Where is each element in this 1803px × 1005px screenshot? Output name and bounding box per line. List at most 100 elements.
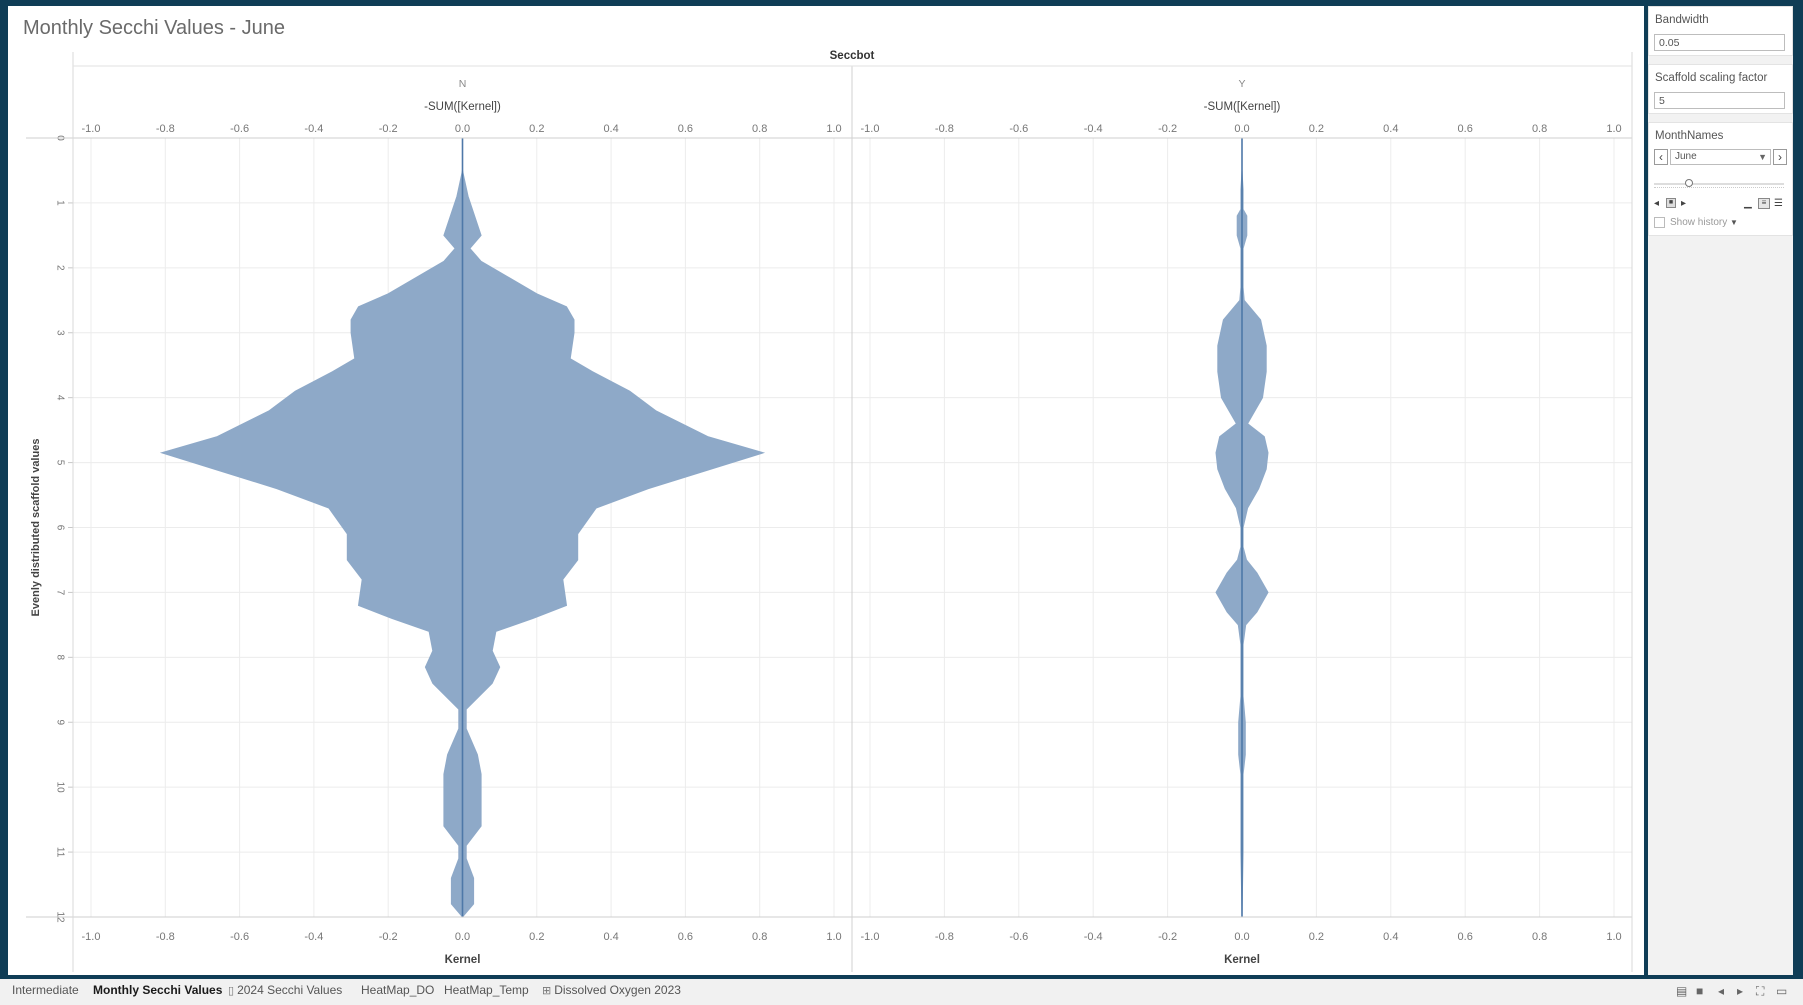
top-x-tick-label: 0.6 bbox=[678, 123, 693, 135]
y-tick-label: 1 bbox=[54, 200, 65, 206]
top-x-tick-label: 0.4 bbox=[603, 123, 618, 135]
top-x-tick-label: 1.0 bbox=[1606, 123, 1621, 135]
scaffold-input[interactable]: 5 bbox=[1654, 92, 1785, 109]
scaffold-card: Scaffold scaling factor 5 bbox=[1648, 64, 1793, 114]
top-x-tick-label: -0.4 bbox=[1084, 123, 1103, 135]
scroll-left-icon[interactable]: ◂ bbox=[1718, 984, 1725, 998]
month-slider-knob[interactable] bbox=[1685, 179, 1693, 187]
bottom-x-tick-label: 0.2 bbox=[529, 931, 544, 943]
speed-medium-icon[interactable]: ≡ bbox=[1758, 198, 1770, 209]
y-tick-label: 7 bbox=[54, 590, 65, 596]
y-tick-label: 10 bbox=[54, 782, 65, 794]
bottom-x-tick-label: 0.0 bbox=[455, 931, 470, 943]
caret-down-icon: ▼ bbox=[1730, 218, 1738, 227]
play-backward-icon[interactable]: ◂ bbox=[1654, 198, 1660, 209]
bottom-x-tick-label: 0.2 bbox=[1309, 931, 1324, 943]
top-x-tick-label: 0.2 bbox=[1309, 123, 1324, 135]
bottom-x-tick-label: -0.2 bbox=[379, 931, 398, 943]
top-x-tick-label: -0.2 bbox=[1158, 123, 1177, 135]
column-header: Seccbot bbox=[830, 50, 875, 62]
bandwidth-card: Bandwidth 0.05 bbox=[1648, 6, 1793, 56]
top-x-tick-label: -0.2 bbox=[379, 123, 398, 135]
bottom-x-tick-label: 0.8 bbox=[1532, 931, 1547, 943]
month-selector: ‹ June ▼ › bbox=[1654, 149, 1788, 167]
scroll-right-icon[interactable]: ▸ bbox=[1737, 984, 1744, 998]
y-tick-label: 2 bbox=[54, 265, 65, 271]
y-tick-label: 11 bbox=[54, 847, 65, 858]
playback-controls: ◂ ■ ▸ ▁ ≡ ☰ bbox=[1654, 198, 1788, 212]
tab-intermediate[interactable]: Intermediate bbox=[12, 983, 79, 997]
book-icon: ▯ bbox=[228, 985, 235, 997]
y-tick-label: 8 bbox=[54, 655, 65, 661]
tab-dissolved-oxygen-2023[interactable]: ⊞ Dissolved Oxygen 2023 bbox=[542, 983, 681, 997]
show-history-label[interactable]: Show history ▼ bbox=[1670, 217, 1738, 228]
y-tick-label: 5 bbox=[54, 460, 65, 466]
panel-header: N bbox=[459, 78, 467, 90]
top-x-tick-label: 0.4 bbox=[1383, 123, 1398, 135]
bottom-x-tick-label: 1.0 bbox=[1606, 931, 1621, 943]
bottom-axis-title: Kernel bbox=[445, 954, 481, 966]
scaffold-label: Scaffold scaling factor bbox=[1655, 72, 1768, 84]
bottom-x-tick-label: 0.4 bbox=[1383, 931, 1398, 943]
play-forward-icon[interactable]: ▸ bbox=[1681, 198, 1687, 209]
filmstrip-icon[interactable]: ■ bbox=[1696, 984, 1704, 998]
bottom-x-tick-label: -0.6 bbox=[1009, 931, 1028, 943]
month-dropdown[interactable]: June ▼ bbox=[1670, 149, 1771, 165]
bottom-x-tick-label: -1.0 bbox=[861, 931, 880, 943]
speed-slow-icon[interactable]: ▁ bbox=[1744, 198, 1752, 209]
bottom-x-tick-label: -0.6 bbox=[230, 931, 249, 943]
y-tick-label: 4 bbox=[54, 395, 65, 401]
tab-heatmap-temp[interactable]: HeatMap_Temp bbox=[444, 983, 529, 997]
top-x-tick-label: -0.8 bbox=[156, 123, 175, 135]
bottom-x-tick-label: 0.6 bbox=[1458, 931, 1473, 943]
tab-heatmap-do[interactable]: HeatMap_DO bbox=[361, 983, 435, 997]
month-label: MonthNames bbox=[1655, 130, 1724, 142]
bottom-x-tick-label: 0.8 bbox=[752, 931, 767, 943]
speed-fast-icon[interactable]: ☰ bbox=[1774, 198, 1783, 209]
presentation-icon[interactable]: ▭ bbox=[1776, 984, 1788, 998]
bottom-axis-title: Kernel bbox=[1224, 954, 1260, 966]
violin-chart[interactable]: Seccbot Evenly distributed scaffold value… bbox=[8, 6, 1644, 975]
top-x-tick-label: -0.8 bbox=[935, 123, 954, 135]
bottom-x-tick-label: -0.4 bbox=[304, 931, 323, 943]
sheet-tab-bar: Intermediate Monthly Secchi Values ▯ 2024… bbox=[0, 979, 1803, 1005]
top-x-tick-label: -1.0 bbox=[861, 123, 880, 135]
bottom-x-tick-label: 0.0 bbox=[1234, 931, 1249, 943]
fullscreen-icon[interactable]: ⛶ bbox=[1756, 984, 1765, 998]
panel-header: Y bbox=[1238, 78, 1245, 90]
tab-2024-secchi-values[interactable]: ▯ 2024 Secchi Values bbox=[228, 983, 343, 997]
worksheet: Monthly Secchi Values - June Seccbot Even… bbox=[8, 6, 1644, 975]
top-x-tick-label: -0.6 bbox=[1009, 123, 1028, 135]
top-x-tick-label: 0.6 bbox=[1458, 123, 1473, 135]
pause-icon[interactable]: ■ bbox=[1666, 198, 1676, 208]
y-tick-label: 6 bbox=[54, 525, 65, 531]
month-slider-ticks bbox=[1654, 187, 1784, 190]
sheet-title: Monthly Secchi Values - June bbox=[23, 17, 285, 39]
top-x-tick-label: 0.0 bbox=[455, 123, 470, 135]
show-history-row: Show history ▼ bbox=[1654, 216, 1788, 230]
top-x-tick-label: 1.0 bbox=[826, 123, 841, 135]
sheet-sorter-icon[interactable]: ▤ bbox=[1676, 984, 1688, 998]
previous-month-button[interactable]: ‹ bbox=[1654, 149, 1668, 165]
chevron-right-icon: › bbox=[1778, 150, 1782, 164]
next-month-button[interactable]: › bbox=[1773, 149, 1787, 165]
show-history-checkbox[interactable] bbox=[1654, 217, 1665, 228]
bottom-x-tick-label: -0.8 bbox=[156, 931, 175, 943]
top-x-tick-label: 0.2 bbox=[529, 123, 544, 135]
top-x-tick-label: -0.6 bbox=[230, 123, 249, 135]
top-x-tick-label: 0.8 bbox=[752, 123, 767, 135]
bottom-x-tick-label: -0.2 bbox=[1158, 931, 1177, 943]
month-slider-track[interactable] bbox=[1654, 183, 1784, 185]
y-axis-title: Evenly distributed scaffold values bbox=[30, 439, 42, 617]
tab-monthly-secchi-values[interactable]: Monthly Secchi Values bbox=[93, 983, 223, 997]
top-axis-title: -SUM([Kernel]) bbox=[1204, 101, 1281, 113]
parameter-panel: Bandwidth 0.05 Scaffold scaling factor 5… bbox=[1648, 6, 1793, 975]
bandwidth-input[interactable]: 0.05 bbox=[1654, 34, 1785, 51]
top-x-tick-label: 0.8 bbox=[1532, 123, 1547, 135]
top-x-tick-label: -0.4 bbox=[304, 123, 323, 135]
grid-icon: ⊞ bbox=[542, 985, 552, 997]
bottom-x-tick-label: 0.4 bbox=[603, 931, 618, 943]
y-tick-label: 3 bbox=[54, 330, 65, 336]
bottom-x-tick-label: -1.0 bbox=[82, 931, 101, 943]
month-card: MonthNames ‹ June ▼ › ◂ ■ ▸ ▁ ≡ ☰ Show h… bbox=[1648, 122, 1793, 236]
